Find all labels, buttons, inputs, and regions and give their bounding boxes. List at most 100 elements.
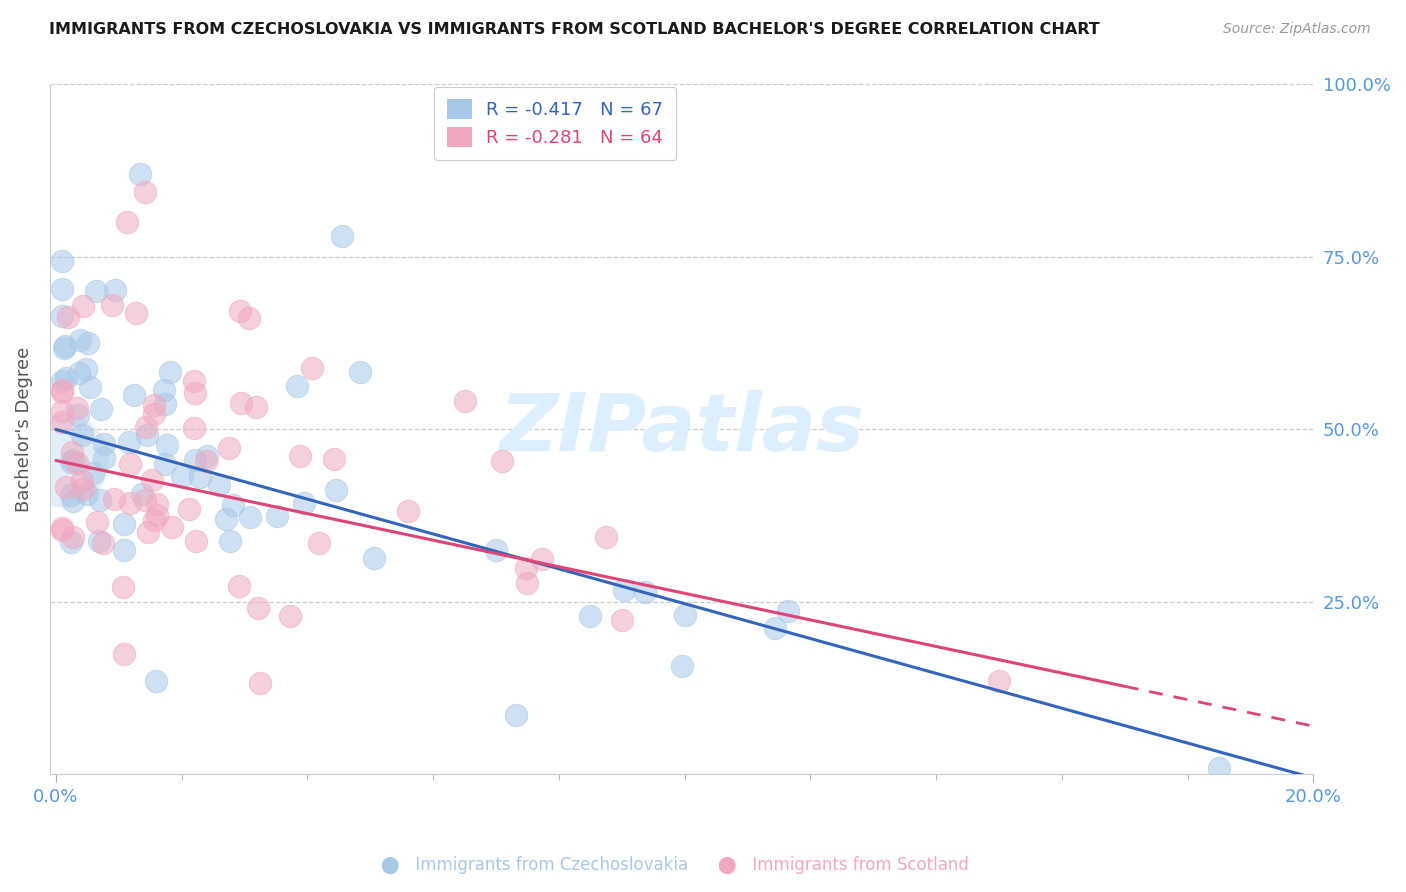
Point (93, 536, 115, 550)
Point (58, 310, 80, 325)
Point (491, 454, 513, 468)
Point (60, 488, 83, 502)
Point (89, 402, 111, 417)
Point (184, 534, 207, 549)
Point (69, 333, 91, 347)
Legend: R = -0.417   N = 67, R = -0.281   N = 64: R = -0.417 N = 67, R = -0.281 N = 64 (434, 87, 676, 160)
Point (325, 483, 347, 497)
Point (247, 601, 270, 615)
Point (308, 536, 330, 550)
Point (135, 428, 157, 442)
Point (51, 521, 73, 535)
Point (579, 609, 602, 624)
Point (51, 404, 73, 418)
Point (301, 360, 323, 375)
Point (156, 437, 179, 451)
Point (66, 401, 89, 416)
Point (633, 585, 655, 599)
Point (285, 379, 308, 393)
Point (128, 167, 150, 181)
Point (72, 428, 94, 442)
Point (671, 659, 693, 673)
Point (673, 607, 696, 622)
Point (77, 335, 100, 350)
Point (228, 579, 250, 593)
Point (238, 311, 260, 326)
Point (143, 407, 166, 421)
Point (184, 386, 207, 401)
Point (135, 420, 157, 434)
Point (62, 452, 84, 467)
Point (67, 366, 90, 380)
Point (215, 512, 238, 526)
Point (505, 707, 527, 722)
Point (219, 534, 242, 549)
Point (62, 531, 84, 545)
Point (613, 582, 636, 597)
Point (118, 496, 141, 510)
Point (118, 458, 141, 472)
Text: IMMIGRANTS FROM CZECHOSLOVAKIA VS IMMIGRANTS FROM SCOTLAND BACHELOR'S DEGREE COR: IMMIGRANTS FROM CZECHOSLOVAKIA VS IMMIGR… (49, 22, 1099, 37)
Point (134, 492, 156, 507)
Point (101, 298, 124, 312)
Point (67, 408, 90, 422)
Point (122, 388, 145, 402)
Point (159, 365, 181, 379)
Point (146, 508, 169, 522)
Point (82, 466, 104, 480)
Point (89, 493, 111, 508)
Point (208, 477, 231, 491)
Point (55, 371, 77, 385)
Point (515, 561, 537, 575)
Point (124, 306, 146, 320)
Point (1208, 760, 1230, 774)
Point (155, 457, 177, 471)
Point (229, 304, 252, 318)
Point (60, 444, 83, 458)
Point (153, 397, 176, 411)
Point (112, 648, 135, 662)
Point (51, 309, 73, 323)
Point (184, 453, 207, 467)
Point (51, 523, 73, 537)
Point (62, 494, 84, 508)
Point (363, 551, 385, 566)
Point (131, 486, 153, 500)
Point (51, 415, 73, 429)
Point (72, 483, 94, 497)
Point (146, 497, 169, 511)
Point (51, 453, 73, 467)
Point (195, 449, 218, 463)
Point (153, 383, 176, 397)
Point (66, 456, 89, 470)
Point (136, 525, 159, 540)
Point (245, 400, 267, 414)
Point (170, 469, 193, 483)
Text: Source: ZipAtlas.com: Source: ZipAtlas.com (1223, 22, 1371, 37)
Point (218, 441, 240, 455)
Point (188, 470, 211, 484)
Point (530, 552, 553, 566)
Point (222, 498, 245, 512)
Point (160, 520, 183, 534)
Point (112, 542, 135, 557)
Point (75, 362, 97, 376)
Point (516, 576, 538, 591)
Point (453, 393, 475, 408)
Point (134, 186, 156, 200)
Y-axis label: Bachelor's Degree: Bachelor's Degree (15, 347, 32, 512)
Point (290, 449, 312, 463)
Point (229, 396, 252, 410)
Point (89, 533, 111, 548)
Point (330, 229, 353, 244)
Point (485, 542, 508, 557)
Point (72, 299, 94, 313)
Point (70, 474, 93, 488)
Point (987, 673, 1010, 688)
Point (93, 450, 115, 465)
Point (84, 285, 107, 299)
Point (118, 434, 141, 449)
Point (323, 452, 346, 467)
Point (59, 454, 82, 468)
Point (51, 383, 73, 397)
